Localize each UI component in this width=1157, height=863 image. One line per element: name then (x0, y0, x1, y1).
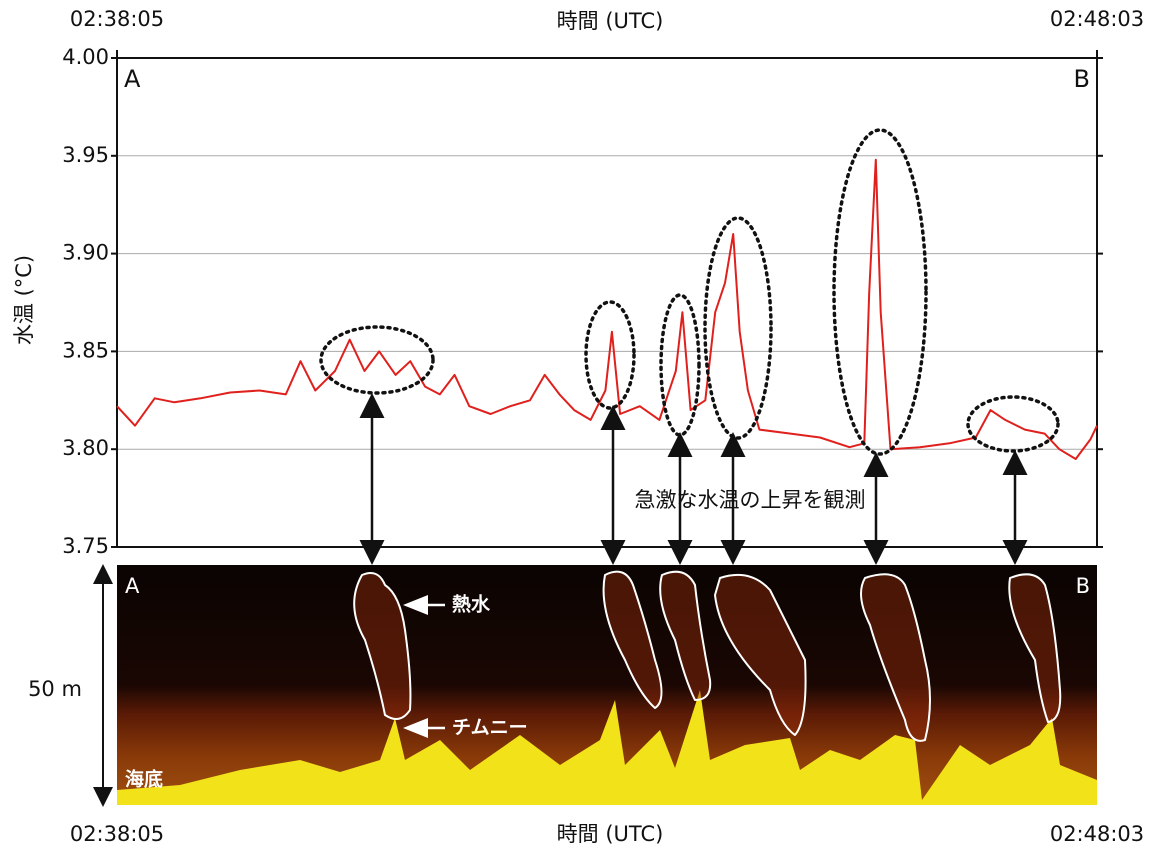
x-tick-label: 02:38:05 (70, 822, 164, 846)
label: 海底 (125, 768, 163, 791)
y-tick-label: 4.00 (62, 45, 109, 69)
y-tick-label: 3.75 (62, 534, 109, 558)
x-tick-label: 02:48:03 (1050, 822, 1144, 846)
x-tick-label: 02:48:03 (1050, 7, 1144, 31)
y-axis-label: 水温 (°C) (12, 255, 36, 345)
highlight-ellipse (661, 295, 699, 435)
corner-label: B (1074, 65, 1090, 93)
page: 熱水 チムニー 海底 A B 50 m 02:38:05 02:48:03 時間… (0, 0, 1157, 859)
corner-label: A (124, 65, 141, 93)
label: 熱水 (452, 593, 491, 616)
highlight-ellipse (705, 218, 771, 438)
corner-label: B (1076, 574, 1090, 598)
depth-label: 50 m (28, 677, 82, 701)
y-tick-label: 3.95 (62, 143, 109, 167)
label: チムニー (452, 717, 528, 739)
corner-label: A (125, 574, 140, 598)
y-tick-label: 3.85 (62, 338, 109, 362)
x-axis-label: 時間 (UTC) (557, 822, 664, 846)
temperature-chart: 3.75 3.80 3.85 3.90 3.95 4.00 02:38:05 02:48:03… (12, 7, 1144, 560)
figure: 熱水 チムニー 海底 A B 50 m 02:38:05 02:48:03 時間… (0, 0, 1157, 859)
x-axis-label: 時間 (UTC) (557, 9, 664, 33)
temperature-line (117, 160, 1097, 459)
y-tick-label: 3.90 (62, 241, 109, 265)
y-tick-label: 3.80 (62, 436, 109, 460)
highlight-ellipse (321, 327, 433, 393)
x-tick-label: 02:38:05 (70, 7, 164, 31)
annotation: 急激な水温の上昇を観測 (635, 488, 866, 512)
